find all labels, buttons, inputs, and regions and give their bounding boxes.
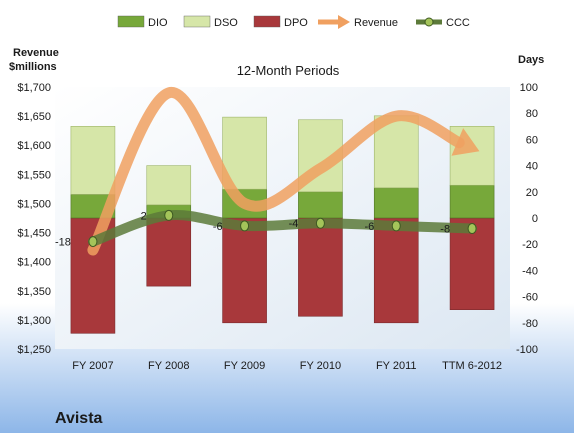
ccc-point	[164, 209, 174, 221]
x-axis-tick-label: TTM 6-2012	[442, 360, 502, 372]
bar-dso	[146, 165, 192, 206]
left-axis-tick-label: $1,650	[17, 111, 51, 123]
right-axis-tick-label: -40	[522, 265, 538, 277]
right-axis-tick-label: -100	[516, 344, 538, 356]
ccc-data-label: -6	[364, 221, 374, 233]
left-axis-tick-label: $1,400	[17, 257, 51, 269]
ccc-point	[240, 220, 250, 232]
left-axis-tick-label: $1,600	[17, 140, 51, 152]
legend-swatch-dio	[117, 15, 145, 28]
right-axis-tick-label: 80	[526, 108, 538, 120]
x-axis-tick-label: FY 2007	[72, 360, 113, 372]
x-axis-tick-label: FY 2009	[224, 360, 265, 372]
ccc-layer: -18 2 -6 -4 -6 -8	[55, 209, 478, 249]
bar-dpo	[373, 217, 419, 324]
right-axis-tick-label: 20	[526, 187, 538, 199]
bar-dpo	[222, 217, 267, 324]
legend-label-dso: DSO	[214, 17, 238, 29]
ccc-point	[467, 222, 477, 234]
right-axis-tick-label: 60	[526, 134, 538, 146]
ccc-data-label: -8	[440, 223, 450, 235]
left-axis-tick-label: $1,450	[17, 228, 51, 240]
ccc-point	[315, 217, 325, 229]
ccc-data-label: -4	[289, 218, 299, 230]
right-axis-tick-label: 40	[526, 161, 538, 173]
left-axis-tick-label: $1,700	[17, 82, 51, 94]
left-axis-label-line2: $millions	[9, 61, 57, 73]
company-name: Avista	[55, 410, 103, 427]
ccc-line	[87, 210, 478, 247]
ccc-data-label: -18	[55, 237, 71, 249]
bar-dpo	[146, 217, 192, 287]
left-axis-tick-label: $1,550	[17, 169, 51, 181]
legend-marker-ccc	[424, 17, 434, 27]
bar-dpo	[298, 217, 343, 317]
legend-swatch-dso	[183, 15, 211, 28]
bar-dio	[373, 187, 419, 219]
legend-label-ccc: CCC	[446, 17, 470, 29]
left-axis-tick-label: $1,250	[17, 344, 51, 356]
left-axis-label-line1: Revenue	[13, 47, 59, 59]
right-axis-tick-label: 0	[532, 213, 538, 225]
revenue-arrowhead	[451, 128, 480, 156]
ccc-point	[88, 236, 98, 248]
right-axis-label: Days	[518, 54, 544, 66]
left-axis-tick-label: $1,350	[17, 286, 51, 298]
ccc-data-label: 2	[141, 210, 147, 222]
axes-layer: $1,250 $1,300 $1,350 $1,400 $1,450 $1,500 $1,5…	[17, 82, 538, 372]
x-axis-tick-label: FY 2011	[376, 360, 417, 372]
revenue-line	[87, 87, 465, 256]
bar-dso	[70, 126, 116, 195]
x-axis-tick-label: FY 2008	[148, 360, 189, 372]
legend: DIO DSO DPO Revenue CCC	[117, 15, 470, 29]
right-axis-tick-label: -20	[522, 239, 538, 251]
legend-label-dpo: DPO	[284, 17, 308, 29]
legend-arrowhead-revenue	[338, 15, 350, 29]
bar-dio	[298, 191, 343, 219]
right-axis-tick-label: -60	[522, 292, 538, 304]
x-axis-tick-label: FY 2010	[300, 360, 341, 372]
left-axis-tick-label: $1,500	[17, 198, 51, 210]
ccc-point	[391, 220, 401, 232]
right-axis-tick-label: 100	[520, 82, 538, 94]
right-axis-tick-label: -80	[522, 318, 538, 330]
legend-label-dio: DIO	[148, 17, 168, 29]
left-axis-tick-label: $1,300	[17, 315, 51, 327]
legend-label-revenue: Revenue	[354, 17, 398, 29]
legend-swatch-dpo	[253, 15, 281, 28]
ccc-data-label: -6	[213, 221, 223, 233]
revenue-layer	[87, 87, 480, 256]
chart-title: 12-Month Periods	[237, 63, 340, 78]
bar-dio	[449, 184, 495, 219]
